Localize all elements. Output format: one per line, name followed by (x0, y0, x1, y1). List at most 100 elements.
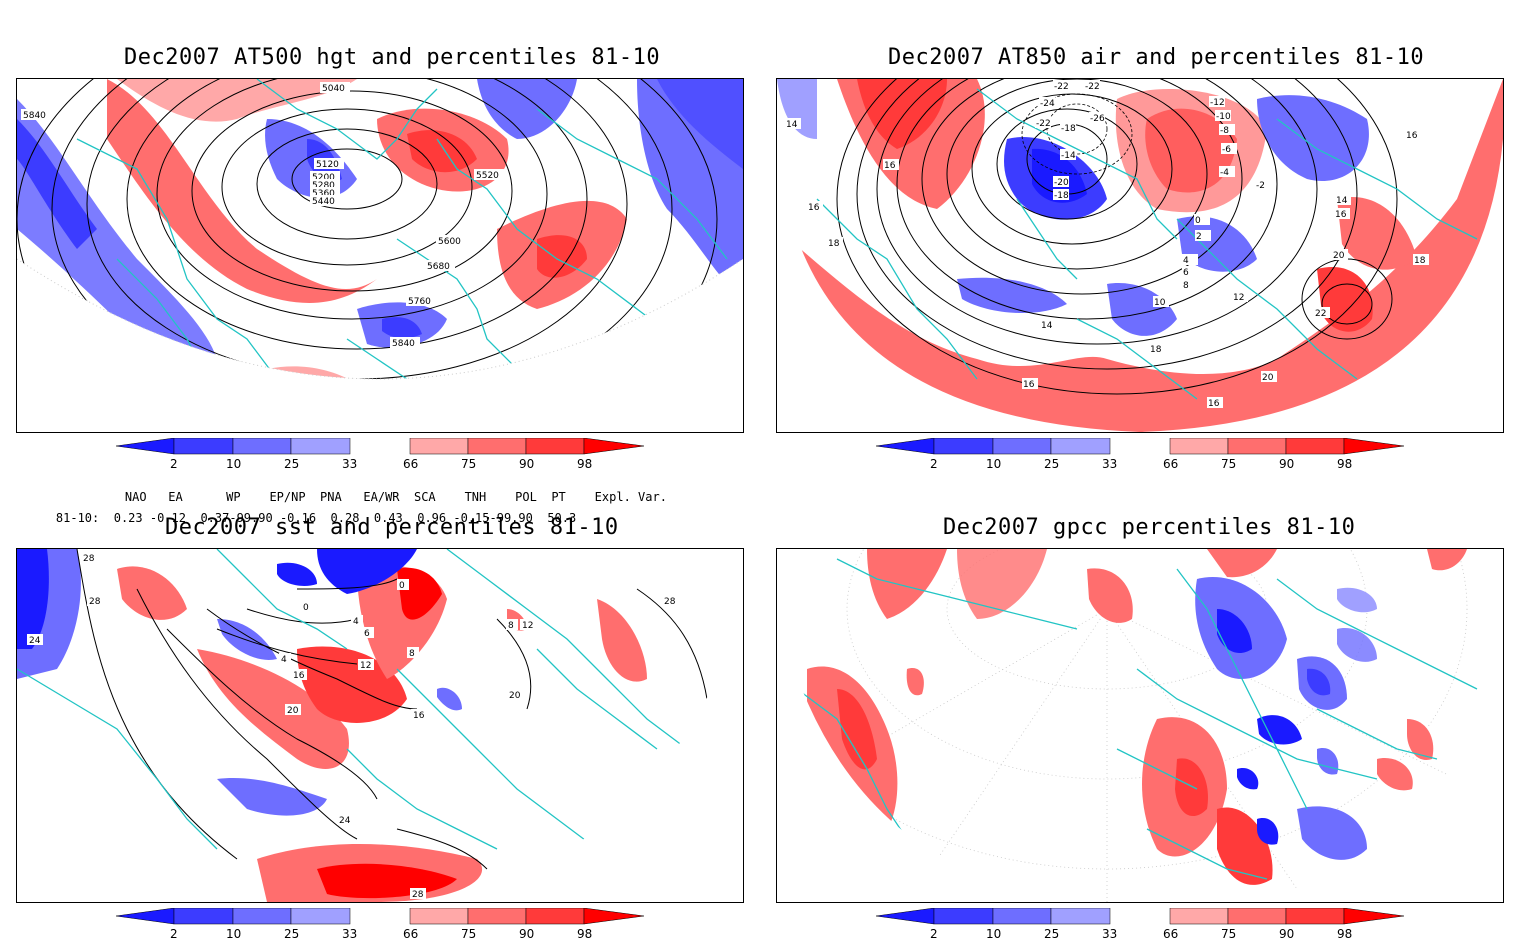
svg-text:16: 16 (293, 671, 305, 681)
tick-label: 66 (403, 927, 418, 940)
svg-text:16: 16 (1335, 210, 1347, 220)
tick-label: 10 (226, 457, 241, 471)
colorbar-sst: 2 10 25 33 66 75 90 98 (116, 908, 645, 940)
tick-label: 75 (1221, 457, 1236, 471)
index-value: -0.12 (149, 511, 186, 525)
svg-text:6: 6 (1183, 268, 1189, 278)
colorbar-segments (116, 438, 645, 455)
svg-text:4: 4 (1183, 256, 1189, 266)
svg-text:4: 4 (281, 655, 287, 665)
tick-label: 25 (284, 457, 299, 471)
svg-text:5840: 5840 (23, 111, 46, 121)
map-panel-sst: 28 28 24 0 0 4 6 4 12 8 16 20 16 20 12 8… (16, 548, 744, 903)
svg-text:28: 28 (83, 554, 95, 564)
panel-title-hgt500: Dec2007 AT500 hgt and percentiles 81-10 (124, 45, 661, 70)
tick-label: 10 (986, 457, 1001, 471)
svg-text:28: 28 (89, 597, 101, 607)
svg-text:20: 20 (287, 706, 299, 716)
svg-text:-22: -22 (1036, 119, 1051, 129)
svg-text:16: 16 (413, 711, 425, 721)
tick-label: 66 (403, 457, 418, 471)
index-value: 0.96 (417, 511, 447, 525)
index-name: EA (168, 490, 183, 504)
index-value: 50.3 (547, 511, 577, 525)
svg-text:0: 0 (1195, 216, 1201, 226)
svg-text:14: 14 (1336, 196, 1348, 206)
svg-text:10: 10 (1154, 298, 1166, 308)
tick-label: 2 (930, 927, 938, 940)
svg-text:-6: -6 (1222, 145, 1231, 155)
index-name: POL (515, 490, 537, 504)
svg-text:12: 12 (360, 661, 371, 671)
index-name: PNA (320, 490, 342, 504)
svg-text:16: 16 (1406, 131, 1418, 141)
svg-text:2: 2 (1196, 232, 1202, 242)
tick-label: 90 (1279, 927, 1294, 940)
svg-text:0: 0 (399, 581, 405, 591)
tick-label: 33 (342, 927, 357, 940)
svg-text:20: 20 (1262, 373, 1274, 383)
tick-label: 33 (1102, 927, 1117, 940)
svg-text:5120: 5120 (316, 160, 339, 170)
contour-labels: -22 -22 -26 -24 -22 -18 -14 -20 -18 -12 … (785, 80, 1429, 409)
tick-label: 25 (1044, 457, 1059, 471)
svg-text:5520: 5520 (476, 171, 499, 181)
svg-text:5760: 5760 (408, 297, 431, 307)
contour-labels: 5040 5120 5200 5280 5360 5440 5520 5600 … (21, 82, 504, 349)
index-value: -99.90 (229, 511, 273, 525)
svg-text:18: 18 (1414, 256, 1426, 266)
tick-label: 66 (1163, 927, 1178, 940)
svg-text:5440: 5440 (312, 197, 335, 207)
svg-text:16: 16 (884, 161, 896, 171)
svg-text:-18: -18 (1054, 191, 1069, 201)
svg-text:8: 8 (1183, 281, 1189, 291)
index-value: 0.37 (200, 511, 230, 525)
svg-text:-2: -2 (1256, 181, 1265, 191)
svg-text:14: 14 (786, 120, 798, 130)
svg-text:14: 14 (1041, 321, 1053, 331)
svg-text:5040: 5040 (322, 84, 345, 94)
svg-text:12: 12 (522, 621, 533, 631)
index-name: PT (551, 490, 566, 504)
colorbar-hgt500: 2 10 25 33 66 75 90 98 (116, 438, 645, 471)
index-value: 0.23 (113, 511, 143, 525)
index-header: NAO EA WP EP/NP PNA EA/WR SCA TNH POL PT… (96, 476, 667, 518)
svg-text:0: 0 (303, 603, 309, 613)
index-value: -99.90 (489, 511, 533, 525)
index-value: 0.28 (330, 511, 360, 525)
index-value: -0.15 (453, 511, 490, 525)
tick-label: 25 (1044, 927, 1059, 940)
tick-label: 98 (577, 457, 592, 471)
svg-text:5200: 5200 (312, 173, 335, 183)
svg-text:24: 24 (339, 816, 351, 826)
svg-text:28: 28 (412, 890, 424, 900)
svg-text:-14: -14 (1061, 151, 1076, 161)
svg-text:4: 4 (353, 617, 359, 627)
svg-text:-20: -20 (1054, 178, 1069, 188)
svg-text:22: 22 (1315, 309, 1326, 319)
svg-text:12: 12 (1233, 293, 1244, 303)
tick-label: 10 (986, 927, 1001, 940)
index-values: 81-10: 0.23 -0.12 0.37-99.90 -0.16 0.28 … (27, 497, 576, 539)
tick-label: 10 (226, 927, 241, 940)
tick-label: 75 (461, 457, 476, 471)
index-value: -0.16 (279, 511, 317, 525)
index-name: EP/NP (269, 490, 306, 504)
map-panel-hgt500: 5040 5120 5200 5280 5360 5440 5520 5600 … (16, 78, 744, 433)
tick-label: 75 (1221, 927, 1236, 940)
map-panel-gpcc (776, 548, 1504, 903)
tick-label: 75 (461, 927, 476, 940)
svg-text:5280: 5280 (312, 181, 335, 191)
svg-text:20: 20 (1333, 251, 1345, 261)
map-panel-air850: -22 -22 -26 -24 -22 -18 -14 -20 -18 -12 … (776, 78, 1504, 433)
index-value: 0.43 (373, 511, 403, 525)
tick-label: 25 (284, 927, 299, 940)
tick-label: 66 (1163, 457, 1178, 471)
svg-text:18: 18 (828, 239, 840, 249)
svg-text:8: 8 (508, 621, 514, 631)
tick-label: 90 (1279, 457, 1294, 471)
svg-text:-24: -24 (1040, 99, 1055, 109)
svg-text:24: 24 (29, 636, 41, 646)
tick-label: 2 (170, 927, 178, 940)
tick-label: 2 (930, 457, 938, 471)
